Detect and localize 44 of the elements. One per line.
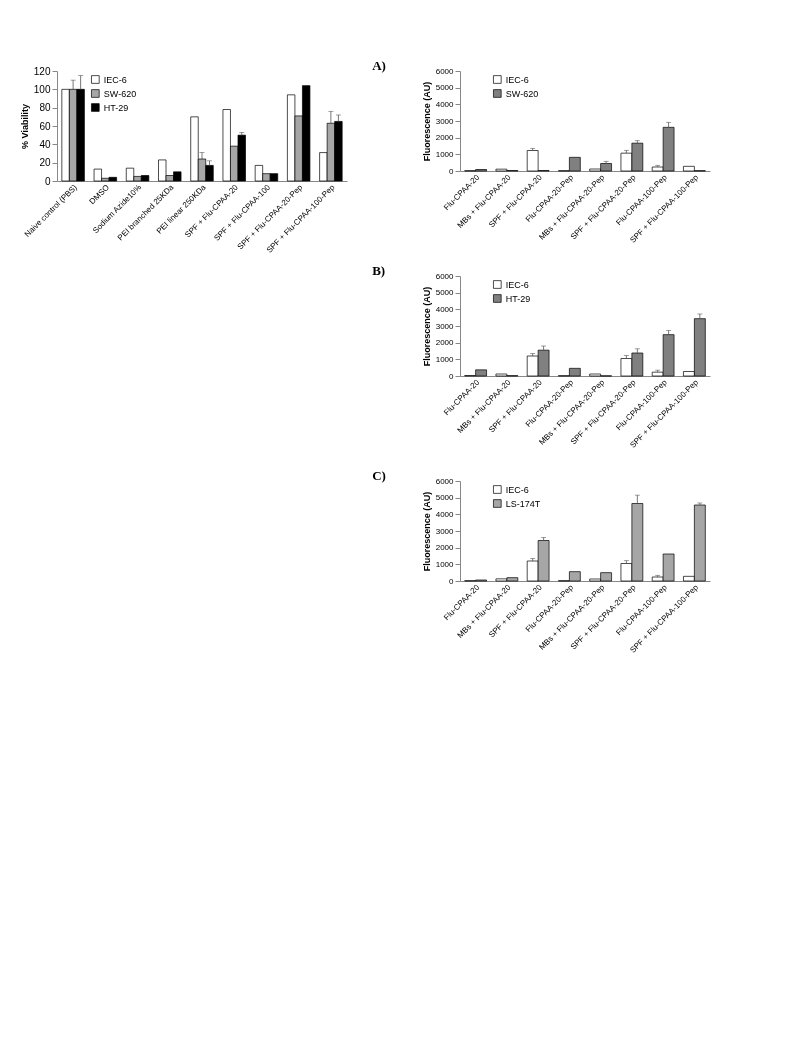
chart-title: A) [372,58,386,73]
y-tick-label: 120 [33,65,51,77]
y-tick-label: 2000 [435,338,455,348]
y-tick-label: 0 [449,166,455,176]
y-tick-label: 6000 [435,66,455,76]
y-tick-label: 80 [39,102,51,114]
y-tick-label: 1000 [435,149,455,159]
chart-title: C) [372,468,386,483]
y-tick-label: 100 [33,83,51,95]
y-tick-label: 1000 [435,354,455,364]
y-tick-label: 60 [39,120,51,132]
y-axis-title: Fluorescence (AU) [421,286,432,367]
legend-label: IEC-6 [103,74,127,85]
legend-label: LS-174T [505,498,541,509]
legend-label: HT-29 [103,102,129,113]
y-tick-label: 2000 [435,133,455,143]
legend-label: IEC-6 [505,279,529,290]
y-tick-label: 5000 [435,83,455,93]
y-tick-label: 0 [44,175,51,187]
y-tick-label: 5000 [435,493,455,503]
y-tick-label: 6000 [435,476,455,486]
y-tick-label: 5000 [435,288,455,298]
y-tick-label: 0 [449,371,455,381]
y-tick-label: 3000 [435,526,455,536]
legend-label: HT-29 [505,293,531,304]
y-tick-label: 2000 [435,543,455,553]
y-tick-label: 1000 [435,559,455,569]
y-tick-label: 40 [39,138,51,150]
legend-label: IEC-6 [505,484,529,495]
legend-label: SW-620 [505,88,539,99]
chart-title: B) [372,263,386,278]
y-tick-label: 0 [449,576,455,586]
y-tick-label: 20 [39,157,51,169]
y-tick-label: 4000 [435,99,455,109]
y-tick-label: 6000 [435,271,455,281]
y-tick-label: 4000 [435,304,455,314]
y-axis-title: % Viability [19,104,30,149]
y-tick-label: 3000 [435,321,455,331]
y-tick-label: 3000 [435,116,455,126]
y-tick-label: 4000 [435,509,455,519]
y-axis-title: Fluorescence (AU) [421,81,432,162]
y-axis-title: Fluorescence (AU) [421,491,432,572]
legend-label: IEC-6 [505,74,529,85]
legend-label: SW-620 [103,88,137,99]
